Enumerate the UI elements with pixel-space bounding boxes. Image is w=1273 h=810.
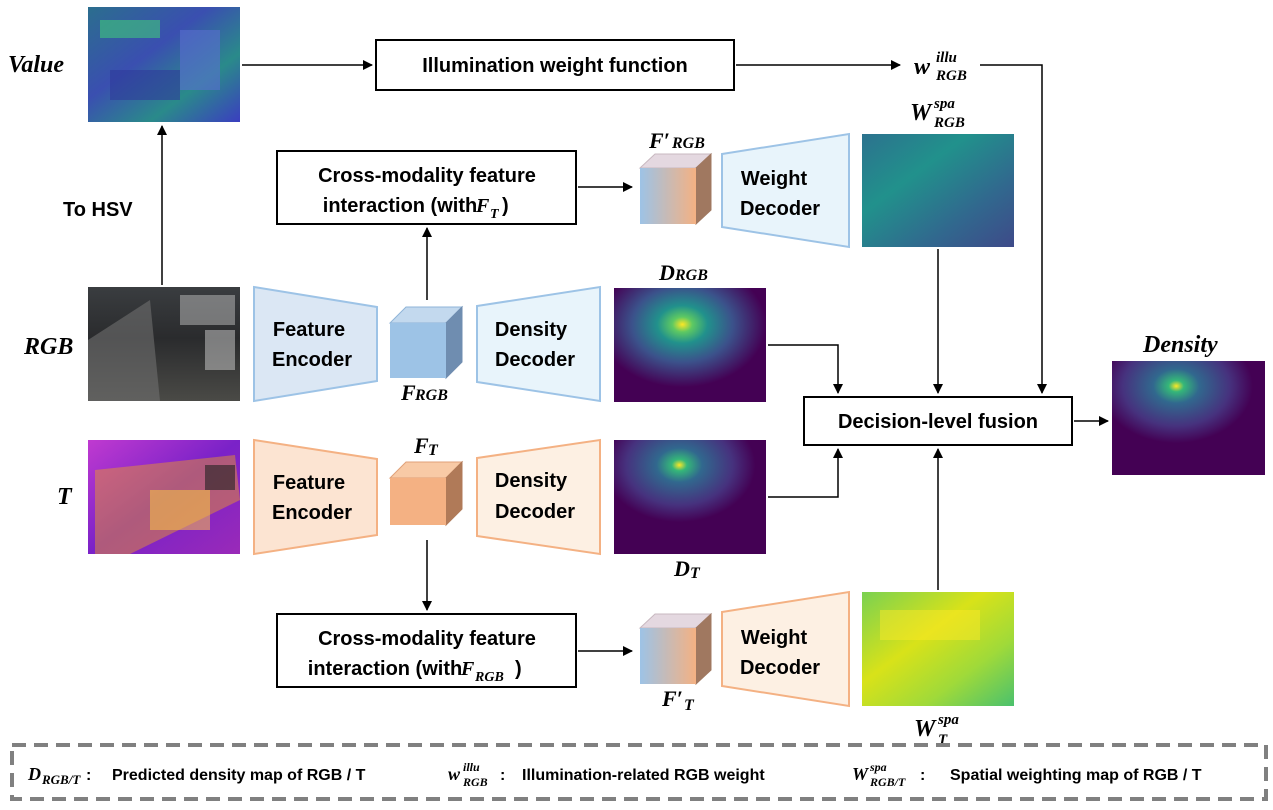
f-prime-t-symbol: F′ — [661, 686, 683, 711]
cross-t-line2: interaction (with — [308, 658, 462, 680]
w-illu-sup: illu — [936, 50, 957, 66]
legend-3-symbol: W — [852, 764, 870, 784]
density-decoder-rgb — [476, 285, 601, 403]
legend-2-text: Illumination-related RGB weight — [522, 767, 765, 784]
feature-encoder-rgb-l2: Encoder — [272, 349, 352, 371]
legend-1-symbol: D — [27, 764, 41, 784]
cross-t-paren: ) — [515, 658, 522, 680]
f-t-symbol: F — [413, 433, 429, 458]
t-label: T — [57, 484, 73, 510]
legend-1-text: Predicted density map of RGB / T — [112, 767, 366, 784]
weight-decoder-rgb-l1: Weight — [741, 168, 808, 190]
w-illu-symbol: w — [914, 54, 931, 80]
feature-cube-t — [388, 460, 464, 527]
cross-t-line1: Cross-modality feature — [318, 628, 536, 650]
cross-rgb-paren: ) — [502, 195, 509, 217]
f-prime-t-sub: T — [684, 697, 695, 714]
density-decoder-rgb-l1: Density — [495, 319, 568, 341]
feature-encoder-t-l2: Encoder — [272, 502, 352, 524]
f-prime-rgb-symbol: F′ — [648, 128, 670, 153]
cross-rgb-line2: interaction (with — [323, 195, 477, 217]
w-spa-rgb-symbol: W — [910, 100, 933, 126]
cross-modality-box-t — [276, 613, 577, 688]
thermal-image — [88, 440, 240, 554]
d-t-symbol: D — [673, 556, 690, 581]
weight-decoder-t — [721, 590, 850, 708]
density-decoder-t-l2: Decoder — [495, 501, 575, 523]
d-rgb-sub: RGB — [674, 267, 708, 284]
feature-cube-f-prime-rgb — [638, 152, 713, 226]
density-map-t — [614, 440, 766, 554]
w-spa-t-symbol: W — [914, 716, 937, 742]
legend-2-colon: : — [500, 767, 505, 784]
cross-t-symbol-sub: RGB — [474, 670, 504, 685]
cross-rgb-symbol-sub: T — [490, 207, 500, 222]
d-rgb-symbol: D — [658, 260, 675, 285]
feature-cube-f-prime-t — [638, 612, 713, 686]
f-t-sub: T — [428, 442, 439, 459]
legend: D RGB/T : Predicted density map of RGB /… — [10, 743, 1268, 801]
cross-modality-box-rgb — [276, 150, 577, 225]
weight-decoder-rgb — [721, 132, 850, 249]
feature-encoder-t-l1: Feature — [273, 472, 345, 494]
legend-2-sub: RGB — [462, 775, 488, 789]
spatial-weight-map-rgb — [862, 134, 1014, 247]
decision-fusion-box — [803, 396, 1073, 446]
rgb-label: RGB — [23, 334, 73, 360]
weight-decoder-t-l2: Decoder — [740, 657, 820, 679]
flow-arrows — [157, 60, 1109, 656]
illumination-weight-box — [375, 39, 735, 91]
w-spa-t-sub: T — [938, 732, 948, 748]
feature-encoder-t — [253, 438, 378, 556]
legend-1-sub: RGB/T — [41, 772, 81, 787]
weight-decoder-t-l1: Weight — [741, 627, 808, 649]
legend-2-sup: illu — [463, 760, 480, 774]
decision-fusion-label: Decision-level fusion — [838, 411, 1038, 433]
value-image — [88, 7, 240, 122]
to-hsv-label: To HSV — [63, 199, 133, 221]
spatial-weight-map-t — [862, 592, 1014, 706]
feature-cube-rgb — [388, 305, 464, 380]
feature-encoder-rgb — [253, 285, 378, 403]
f-rgb-symbol: F — [400, 380, 416, 405]
cross-rgb-line1: Cross-modality feature — [318, 165, 536, 187]
value-label: Value — [8, 52, 64, 78]
density-map-rgb — [614, 288, 766, 402]
density-decoder-t-l1: Density — [495, 470, 568, 492]
f-rgb-sub: RGB — [414, 387, 448, 404]
legend-1-colon: : — [86, 767, 91, 784]
d-t-sub: T — [690, 565, 701, 582]
w-spa-rgb-sup: spa — [933, 96, 955, 112]
f-prime-rgb-sub: RGB — [671, 135, 705, 152]
legend-3-sub: RGB/T — [869, 775, 906, 789]
density-decoder-rgb-l2: Decoder — [495, 349, 575, 371]
w-spa-rgb-sub: RGB — [933, 115, 965, 131]
density-map-output — [1112, 361, 1265, 475]
legend-3-text: Spatial weighting map of RGB / T — [950, 767, 1202, 784]
rgb-image — [88, 287, 240, 401]
cross-t-symbol-f: F — [460, 658, 475, 680]
illumination-weight-label: Illumination weight function — [422, 55, 688, 77]
legend-3-sup: spa — [869, 760, 887, 774]
weight-decoder-rgb-l2: Decoder — [740, 198, 820, 220]
w-illu-sub: RGB — [935, 68, 967, 84]
density-decoder-t — [476, 438, 601, 556]
density-output-label: Density — [1142, 332, 1218, 358]
cross-rgb-symbol-f: F — [475, 195, 490, 217]
feature-encoder-rgb-l1: Feature — [273, 319, 345, 341]
legend-2-symbol: w — [448, 764, 461, 784]
w-spa-t-sup: spa — [937, 712, 959, 728]
legend-3-colon: : — [920, 767, 925, 784]
